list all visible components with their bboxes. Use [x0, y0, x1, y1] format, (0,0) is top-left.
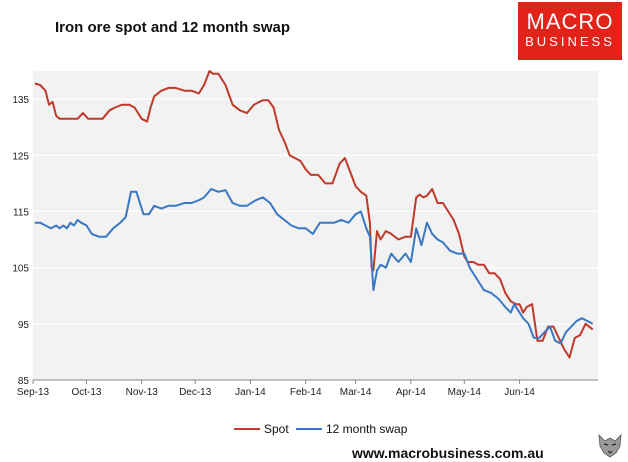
series-line-spot	[34, 70, 594, 359]
x-tick-label: Oct-13	[71, 387, 101, 398]
y-tick-label: 95	[18, 320, 30, 331]
legend-label-spot: Spot	[264, 422, 289, 436]
y-tick-label: 135	[12, 95, 29, 106]
axes: 85 95 105 115 125 135 Sep-13 Oct-13 Nov-13 Dec-13…	[12, 95, 598, 398]
legend-swatch-swap	[296, 428, 322, 430]
y-tick-label: 125	[12, 151, 29, 162]
y-tick-label: 85	[18, 376, 30, 387]
chart-title: Iron ore spot and 12 month swap	[55, 19, 291, 36]
series-lines	[34, 70, 594, 359]
x-tick-label: Dec-13	[179, 387, 212, 398]
legend-swatch-spot	[234, 428, 260, 430]
x-tick-label: Jan-14	[235, 387, 266, 398]
x-tick-label: Mar-14	[340, 387, 372, 398]
series-line-swap	[34, 188, 594, 345]
legend-item-swap: 12 month swap	[296, 422, 407, 436]
x-tick-label: May-14	[448, 387, 482, 398]
x-tick-label: Jun-14	[504, 387, 535, 398]
footer-url: www.macrobusiness.com.au	[352, 445, 544, 461]
legend: Spot 12 month swap	[0, 422, 628, 438]
line-chart: 85 95 105 115 125 135 Sep-13 Oct-13 Nov-13 Dec-13…	[12, 70, 598, 398]
legend-label-swap: 12 month swap	[326, 422, 408, 436]
x-tick-label: Sep-13	[17, 387, 50, 398]
legend-item-spot: Spot	[234, 422, 289, 436]
x-tick-label: Nov-13	[126, 387, 159, 398]
macrobusiness-logo: MACRO BUSINESS	[518, 2, 622, 60]
wolf-logo-icon	[598, 433, 622, 458]
plot-area	[33, 71, 598, 380]
logo-line-2: BUSINESS	[525, 34, 615, 49]
y-tick-label: 115	[13, 207, 29, 218]
x-tick-label: Feb-14	[290, 387, 322, 398]
x-tick-label: Apr-14	[396, 387, 426, 398]
y-tick-label: 105	[12, 264, 29, 275]
logo-line-1: MACRO	[526, 9, 614, 34]
